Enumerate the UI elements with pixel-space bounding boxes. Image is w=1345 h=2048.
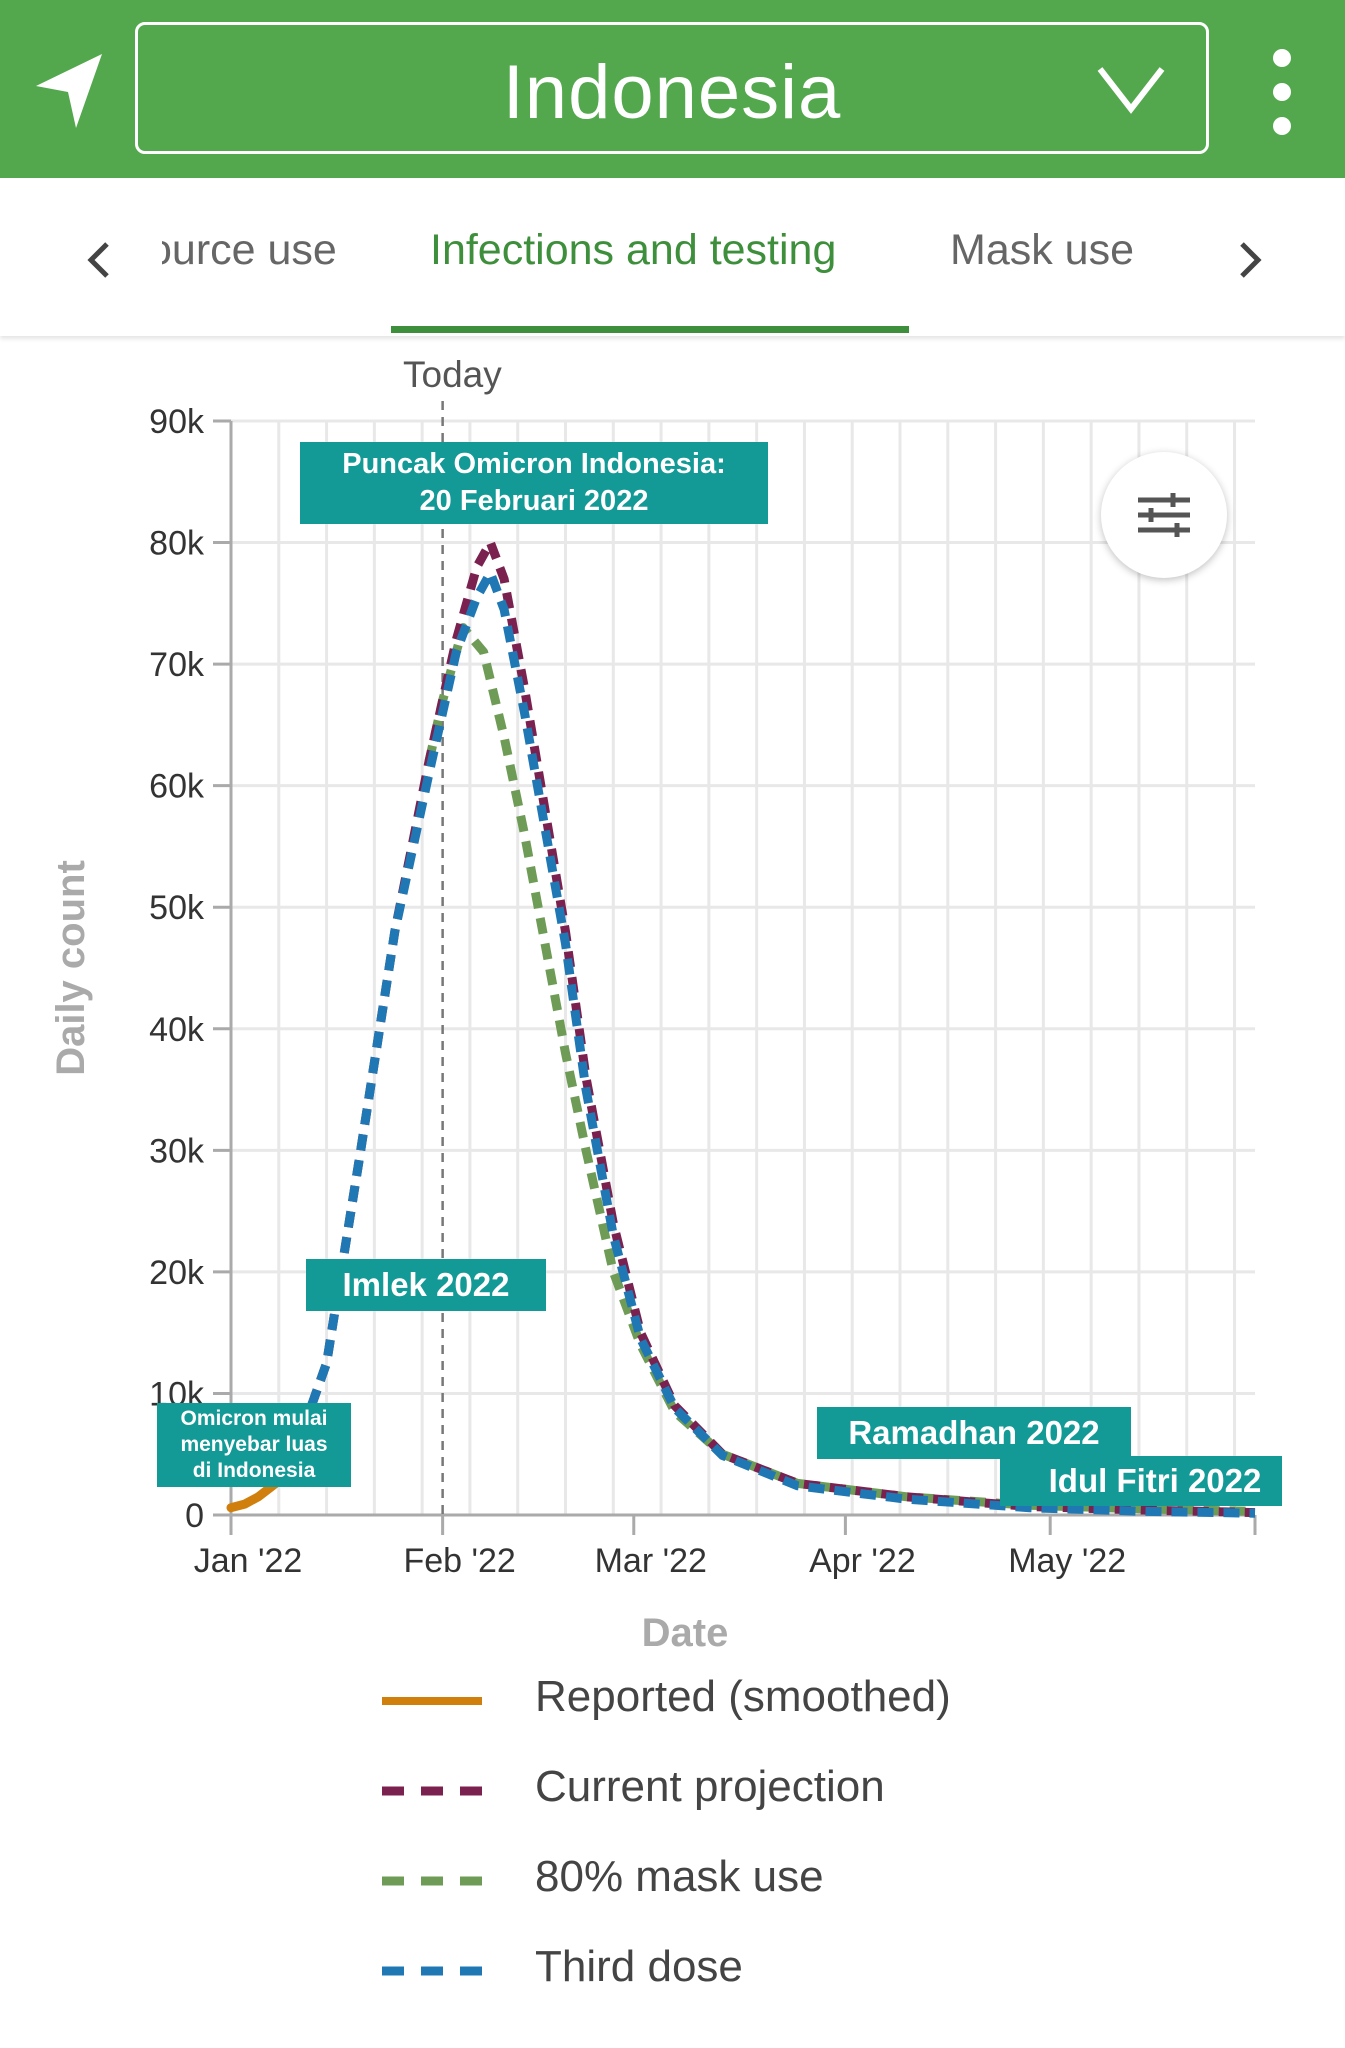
series-line-reported-smoothed xyxy=(226,1476,284,1513)
navigation-arrow-icon[interactable] xyxy=(30,48,110,134)
sliders-icon xyxy=(1138,493,1190,537)
x-tick-label: Mar '22 xyxy=(595,1542,707,1580)
y-tick-label: 60k xyxy=(149,768,205,806)
chevron-right-icon[interactable] xyxy=(1226,230,1274,290)
legend-swatch-reported xyxy=(382,1697,482,1705)
chart-area: 0 10k 20k 30k 40k 50k 60k 70k 80k 90k Jan '22 Feb '… xyxy=(0,336,1345,2048)
legend-label-third-dose: Third dose xyxy=(535,1942,743,1991)
legend-label-reported: Reported (smoothed) xyxy=(535,1672,951,1721)
chevron-down-icon xyxy=(1096,63,1166,115)
annotation-omicron-peak-line1: Puncak Omicron Indonesia: xyxy=(342,448,726,480)
annotation-omicron-spread: Omicron mulai menyebar luas di Indonesia xyxy=(157,1403,351,1487)
annotation-omicron-peak: Puncak Omicron Indonesia: 20 Februari 20… xyxy=(300,442,768,524)
x-tick-label: Jan '22 xyxy=(194,1542,303,1580)
active-tab-indicator xyxy=(391,326,909,333)
tab-mask-use[interactable]: Mask use xyxy=(950,226,1135,274)
x-tick-label: Apr '22 xyxy=(809,1542,916,1580)
tab-resource-use-label: ource use xyxy=(162,226,337,274)
annotation-omicron-peak-line2: 20 Februari 2022 xyxy=(419,485,649,517)
chevron-left-icon[interactable] xyxy=(75,230,123,290)
y-tick-label: 30k xyxy=(149,1132,205,1170)
legend-swatch-third-dose xyxy=(382,1966,482,1976)
legend-item-third-dose[interactable]: Third dose xyxy=(382,1936,1082,2016)
country-name: Indonesia xyxy=(502,50,842,135)
tab-resource-use[interactable]: ource use xyxy=(162,226,362,296)
annotation-imlek: Imlek 2022 xyxy=(306,1259,546,1311)
y-tick-label: 20k xyxy=(149,1254,205,1292)
legend-item-reported[interactable]: Reported (smoothed) xyxy=(382,1666,1082,1746)
country-dropdown[interactable]: Indonesia xyxy=(135,22,1209,154)
y-tick-label: 40k xyxy=(149,1011,205,1049)
annotation-idul-fitri: Idul Fitri 2022 xyxy=(1000,1456,1282,1506)
y-tick-label: 80k xyxy=(149,525,205,563)
today-label: Today xyxy=(403,354,502,395)
x-tick-label: May '22 xyxy=(1008,1542,1126,1580)
y-tick-label: 0 xyxy=(185,1497,204,1535)
legend-swatch-mask-use xyxy=(382,1876,482,1886)
y-tick-label: 90k xyxy=(149,403,205,441)
series-line-third-dose xyxy=(281,568,1256,1518)
tab-infections-and-testing[interactable]: Infections and testing xyxy=(430,226,837,274)
app-bar: Indonesia xyxy=(0,0,1345,178)
chart-settings-button[interactable] xyxy=(1101,452,1227,578)
more-vertical-icon[interactable] xyxy=(1255,46,1309,138)
legend-item-current-projection[interactable]: Current projection xyxy=(382,1756,1082,1836)
legend-label-mask-use: 80% mask use xyxy=(535,1852,824,1901)
tab-bar: ource use Infections and testing Mask us… xyxy=(0,178,1345,336)
y-tick-label: 70k xyxy=(149,646,205,684)
series-line-80-mask-use xyxy=(424,623,1256,1516)
y-axis-title: Daily count xyxy=(49,860,93,1076)
legend-item-mask-use[interactable]: 80% mask use xyxy=(382,1846,1082,1926)
annotation-omicron-spread-line3: di Indonesia xyxy=(192,1459,316,1482)
x-tick-label: Feb '22 xyxy=(403,1542,515,1580)
x-axis-title: Date xyxy=(642,1611,729,1655)
legend-label-current-projection: Current projection xyxy=(535,1762,885,1811)
y-tick-label: 50k xyxy=(149,889,205,927)
annotation-omicron-spread-line1: Omicron mulai xyxy=(180,1407,328,1430)
legend-swatch-current-projection xyxy=(382,1786,482,1796)
annotation-ramadhan: Ramadhan 2022 xyxy=(817,1407,1131,1459)
annotation-omicron-spread-line2: menyebar luas xyxy=(180,1433,328,1456)
